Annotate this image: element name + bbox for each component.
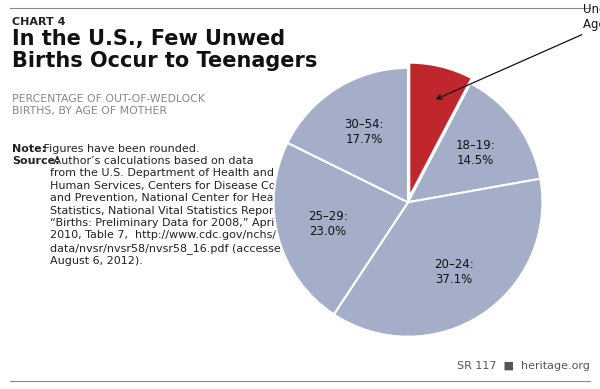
Text: 18–19:
14.5%: 18–19: 14.5% — [455, 139, 495, 167]
Text: Under
Age 18: 7.7%: Under Age 18: 7.7% — [437, 3, 600, 99]
Text: 20–24:
37.1%: 20–24: 37.1% — [434, 258, 473, 286]
Text: Source:: Source: — [12, 156, 59, 166]
Text: Note:: Note: — [12, 144, 46, 154]
Text: Figures have been rounded.: Figures have been rounded. — [40, 144, 199, 154]
Text: 30–54:
17.7%: 30–54: 17.7% — [344, 117, 384, 145]
Wedge shape — [408, 83, 541, 202]
Text: Author’s calculations based on data
from the U.S. Department of Health and
Human: Author’s calculations based on data from… — [50, 156, 301, 266]
Wedge shape — [409, 63, 472, 197]
Wedge shape — [287, 68, 408, 202]
Text: PERCENTAGE OF OUT-OF-WEDLOCK
BIRTHS, BY AGE OF MOTHER: PERCENTAGE OF OUT-OF-WEDLOCK BIRTHS, BY … — [12, 94, 205, 116]
Text: In the U.S., Few Unwed
Births Occur to Teenagers: In the U.S., Few Unwed Births Occur to T… — [12, 29, 317, 72]
Wedge shape — [334, 179, 542, 337]
Text: 25–29:
23.0%: 25–29: 23.0% — [308, 210, 347, 238]
Text: SR 117  ■  heritage.org: SR 117 ■ heritage.org — [457, 361, 590, 371]
Wedge shape — [274, 143, 408, 314]
Text: CHART 4: CHART 4 — [12, 17, 65, 27]
